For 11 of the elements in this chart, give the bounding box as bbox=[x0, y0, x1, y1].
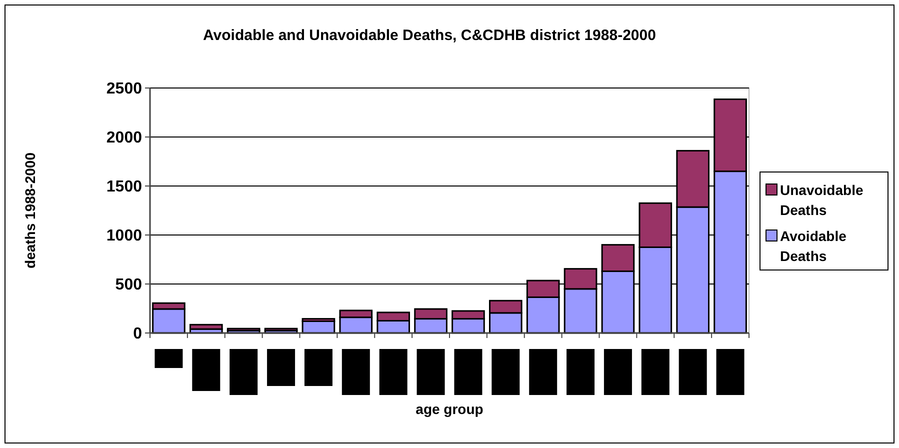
y-tick-label: 0 bbox=[133, 326, 142, 343]
y-tick-label: 1000 bbox=[106, 228, 142, 245]
y-tick-label: 2000 bbox=[106, 130, 142, 147]
legend-label: Avoidable Deaths bbox=[780, 228, 847, 264]
legend-label: Unavoidable Deaths bbox=[780, 182, 864, 218]
y-tick-label: 2500 bbox=[106, 80, 142, 98]
y-tick-label: 500 bbox=[115, 276, 142, 294]
chart-title: Avoidable and Unavoidable Deaths, C&CDHB district 1988-2000 bbox=[203, 27, 656, 44]
y-axis-title: deaths 1988-2000 bbox=[22, 152, 38, 268]
x-axis-title: age group bbox=[416, 401, 484, 417]
y-tick-label: 1500 bbox=[106, 178, 142, 196]
